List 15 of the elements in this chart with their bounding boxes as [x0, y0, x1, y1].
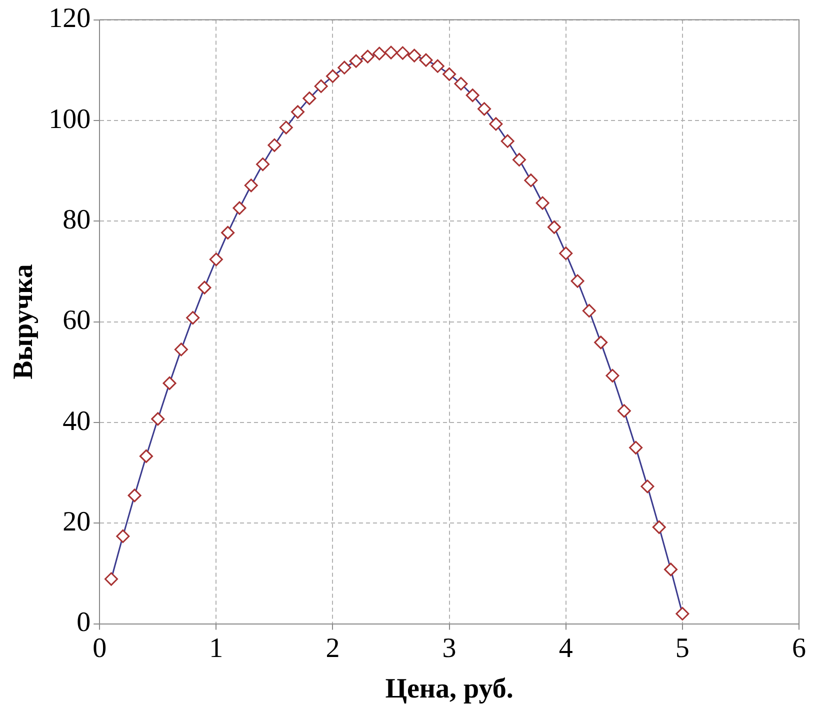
x-tick-label: 5	[675, 632, 690, 664]
y-tick-label: 120	[48, 3, 91, 34]
x-tick-label: 2	[326, 632, 340, 664]
y-tick-label: 20	[62, 506, 91, 538]
x-tick-label: 1	[209, 632, 224, 664]
x-axis-title: Цена, руб.	[385, 673, 514, 704]
y-tick-label: 80	[62, 204, 91, 236]
y-tick-label: 100	[48, 104, 91, 135]
y-tick-label: 40	[62, 406, 91, 437]
y-axis-title: Выручка	[8, 264, 40, 380]
y-tick-label: 0	[76, 607, 91, 638]
y-tick-label: 60	[62, 305, 91, 336]
x-tick-label: 4	[558, 632, 573, 664]
x-tick-label: 6	[792, 632, 806, 664]
x-tick-label: 3	[442, 632, 456, 664]
